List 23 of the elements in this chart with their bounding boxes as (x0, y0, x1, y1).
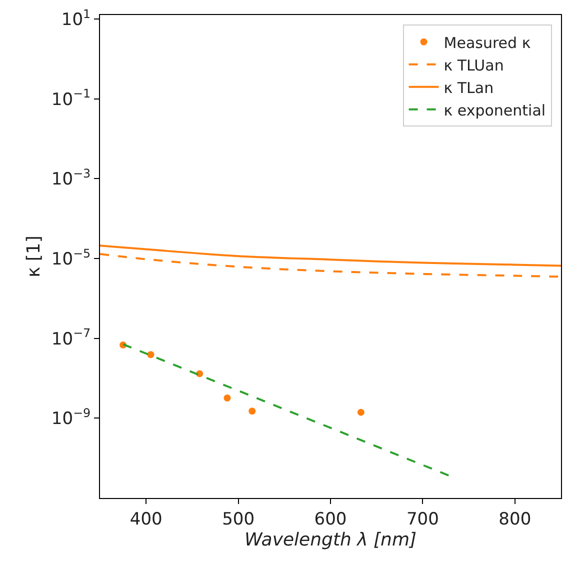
y-tick-label: 10$^{−7}$ (51, 326, 91, 350)
y-tick-label: 10$^{−9}$ (51, 406, 91, 430)
x-tick-label: 500 (222, 509, 255, 530)
legend-label: κ TLUan (444, 56, 504, 74)
point (224, 394, 231, 402)
point (357, 408, 364, 416)
x-tick-label: 800 (498, 509, 532, 530)
line-series (100, 244, 561, 267)
y-axis-title: κ [1] (24, 236, 45, 278)
legend-label: Measured κ (444, 34, 531, 52)
y-tick-label: 10$^{−5}$ (51, 246, 91, 270)
x-axis-title: Wavelength λ [nm] (244, 530, 417, 550)
point (147, 351, 154, 358)
x-tick-label: 700 (406, 509, 439, 530)
y-tick-label: 10$^{−3}$ (51, 166, 91, 190)
legend-label: κ exponential (444, 101, 546, 120)
point (248, 408, 256, 415)
line-series (100, 252, 561, 278)
y-tick-label: 10$^{1}$ (61, 6, 91, 30)
y-tick-label: 10$^{−1}$ (51, 86, 91, 110)
x-tick-label: 400 (130, 509, 162, 530)
legend-label: κ TLan (444, 78, 494, 97)
x-tick-label: 600 (314, 509, 347, 530)
